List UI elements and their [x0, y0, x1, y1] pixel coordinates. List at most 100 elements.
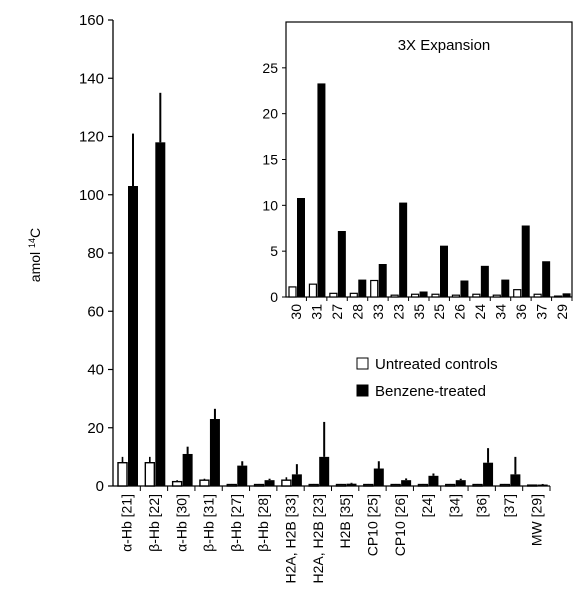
inset-bar-untreated: [553, 295, 563, 298]
y-tick-label: 40: [87, 362, 104, 379]
bar-benzene: [237, 465, 248, 486]
bar-benzene: [319, 456, 330, 486]
x-tick-label: [24]: [419, 494, 435, 517]
bar-untreated: [253, 483, 265, 487]
y-tick-label: 160: [79, 12, 104, 29]
x-tick-label: β-Hb [31]: [201, 494, 217, 552]
inset-y-tick-label: 20: [262, 106, 278, 122]
inset-bar-benzene: [419, 291, 428, 297]
inset-bar-benzene: [562, 293, 571, 297]
legend-label-benzene: Benzene-treated: [375, 383, 486, 400]
bar-benzene: [401, 480, 412, 486]
inset-x-tick-label: 33: [370, 304, 386, 320]
inset-bar-benzene: [480, 265, 489, 297]
inset-y-tick-label: 10: [262, 197, 278, 213]
inset-bar-benzene: [358, 279, 367, 297]
x-tick-label: CP10 [25]: [364, 494, 380, 556]
x-tick-label: [34]: [446, 494, 462, 517]
inset-bar-benzene: [378, 264, 387, 297]
legend-swatch-benzene: [356, 384, 369, 397]
legend-label-untreated: Untreated controls: [375, 356, 498, 373]
inset-bar-untreated: [492, 294, 501, 298]
inset-bar-benzene: [337, 231, 346, 297]
bar-untreated: [171, 480, 183, 487]
inset-bar-untreated: [410, 293, 420, 298]
inset-bar-benzene: [501, 279, 510, 297]
inset-x-tick-label: 28: [350, 304, 366, 320]
bar-benzene: [264, 480, 275, 486]
inset-x-tick-label: 34: [493, 304, 509, 320]
x-tick-label: α-Hb [21]: [119, 494, 135, 552]
inset-bar-benzene: [521, 225, 530, 297]
y-tick-label: 80: [87, 245, 104, 262]
bar-untreated: [226, 483, 237, 487]
bar-benzene: [455, 480, 466, 486]
bar-benzene: [510, 474, 521, 486]
inset-x-tick-label: 24: [472, 304, 488, 320]
inset-bar-untreated: [472, 293, 481, 298]
y-tick-label: 140: [79, 70, 104, 87]
inset-x-tick-label: 26: [452, 304, 468, 320]
inset-bar-untreated: [349, 292, 358, 298]
legend-swatch-untreated: [356, 357, 369, 370]
x-tick-label: [36]: [474, 494, 490, 517]
y-axis-label: amol 14C: [27, 228, 43, 282]
inset-x-tick-label: 30: [288, 304, 304, 320]
inset-y-tick-label: 5: [270, 243, 278, 259]
bar-benzene: [291, 474, 302, 486]
bar-untreated: [335, 483, 347, 487]
inset-x-tick-label: 35: [411, 304, 427, 320]
x-tick-label: H2B [35]: [337, 494, 353, 548]
bar-benzene: [537, 484, 548, 486]
y-tick-label: 20: [87, 420, 104, 437]
y-tick-label: 60: [87, 303, 104, 320]
inset-x-tick-label: 25: [431, 304, 447, 320]
legend: Untreated controls Benzene-treated: [356, 356, 498, 400]
inset-y-tick-label: 15: [262, 152, 278, 168]
bar-benzene: [373, 468, 384, 486]
bar-benzene: [428, 475, 439, 486]
inset-y-tick-label: 25: [262, 60, 278, 76]
inset-bar-untreated: [451, 294, 461, 298]
bar-untreated: [117, 462, 128, 487]
bar-untreated: [445, 483, 456, 487]
bar-benzene: [483, 462, 494, 486]
inset-bar-untreated: [329, 292, 338, 298]
inset-bar-untreated: [308, 283, 318, 298]
inset-bar-benzene: [460, 280, 469, 297]
inset-x-tick-label: 29: [554, 304, 570, 320]
inset-bar-benzene: [297, 198, 305, 297]
inset-bar-untreated: [370, 279, 379, 298]
inset-x-tick-label: 27: [329, 304, 345, 320]
bar-benzene: [182, 453, 193, 486]
inset-x-tick-label: 31: [309, 304, 325, 320]
bar-untreated: [281, 479, 292, 487]
bar-benzene: [155, 142, 166, 486]
bar-untreated: [144, 462, 156, 487]
inset-title: 3X Expansion: [398, 37, 491, 54]
x-tick-label: α-Hb [30]: [173, 494, 189, 552]
bar-untreated: [499, 483, 511, 487]
bar-untreated: [308, 483, 319, 487]
bar-untreated: [390, 483, 401, 487]
bar-benzene: [128, 186, 138, 486]
inset-bar-untreated: [390, 294, 399, 298]
bar-untreated: [199, 479, 210, 487]
inset-bar-benzene: [399, 202, 408, 297]
bar-benzene: [346, 483, 357, 486]
inset-x-tick-label: 23: [390, 304, 406, 320]
x-tick-label: MW [29]: [528, 494, 544, 546]
inset-x-tick-label: 36: [513, 304, 529, 320]
y-tick-label: 0: [96, 478, 104, 495]
inset-bar-benzene: [542, 261, 551, 297]
inset-bar-untreated: [431, 293, 440, 298]
bar-untreated: [526, 484, 538, 487]
x-tick-label: [37]: [501, 494, 517, 517]
bar-untreated: [363, 483, 374, 487]
bar-untreated: [417, 483, 429, 487]
inset-bar-untreated: [288, 286, 297, 298]
y-tick-label: 120: [79, 129, 104, 146]
